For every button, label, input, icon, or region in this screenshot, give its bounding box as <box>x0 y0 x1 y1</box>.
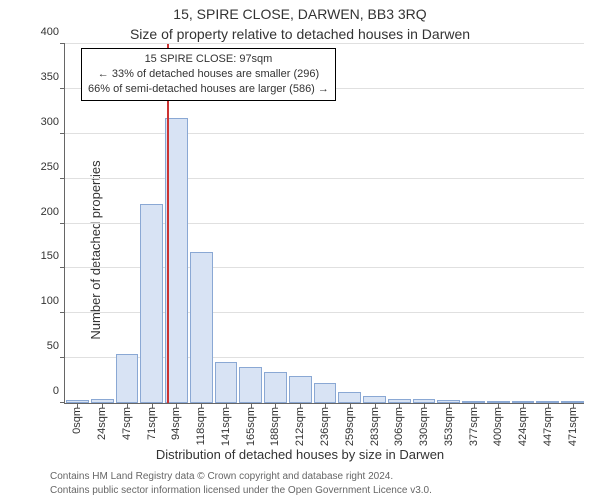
ytick-label: 250 <box>41 161 59 173</box>
page-title-line1: 15, SPIRE CLOSE, DARWEN, BB3 3RQ <box>0 6 600 22</box>
xtick-label: 471sqm <box>567 407 579 446</box>
ytick-mark <box>60 267 65 268</box>
xtick-label: 447sqm <box>542 407 554 446</box>
xtick-label: 71sqm <box>146 407 158 440</box>
xtick-label: 377sqm <box>468 407 480 446</box>
histogram-bar <box>289 376 312 403</box>
footer-line2: Contains public sector information licen… <box>50 485 432 496</box>
xtick-label: 424sqm <box>517 407 529 446</box>
xtick-label: 0sqm <box>71 407 83 434</box>
xtick-label: 188sqm <box>269 407 281 446</box>
histogram-bar <box>239 367 262 403</box>
annotation-box: 15 SPIRE CLOSE: 97sqm ← 33% of detached … <box>81 48 336 101</box>
histogram-bar <box>116 354 139 403</box>
xtick-label: 118sqm <box>195 407 207 445</box>
annotation-line1: 15 SPIRE CLOSE: 97sqm <box>88 52 329 67</box>
xtick-label: 212sqm <box>294 407 306 446</box>
page-title-line2: Size of property relative to detached ho… <box>0 26 600 42</box>
ytick-label: 400 <box>41 26 59 38</box>
footer-line1: Contains HM Land Registry data © Crown c… <box>50 471 393 482</box>
histogram-bar <box>264 372 287 403</box>
ytick-mark <box>60 312 65 313</box>
grid-line <box>65 178 584 179</box>
ytick-mark <box>60 223 65 224</box>
xtick-label: 259sqm <box>344 407 356 446</box>
ytick-label: 350 <box>41 71 59 83</box>
xtick-label: 236sqm <box>319 407 331 446</box>
histogram-bar <box>314 383 337 403</box>
ytick-label: 150 <box>41 250 59 262</box>
ytick-mark <box>60 43 65 44</box>
ytick-mark <box>60 88 65 89</box>
grid-line <box>65 43 584 44</box>
xtick-label: 330sqm <box>418 407 430 446</box>
xtick-label: 24sqm <box>96 407 108 440</box>
xtick-label: 94sqm <box>170 407 182 440</box>
ytick-mark <box>60 178 65 179</box>
xtick-label: 141sqm <box>220 407 232 446</box>
ytick-label: 300 <box>41 116 59 128</box>
xtick-label: 306sqm <box>393 407 405 446</box>
xtick-label: 353sqm <box>443 407 455 446</box>
grid-line <box>65 133 584 134</box>
chart-container: 15, SPIRE CLOSE, DARWEN, BB3 3RQ Size of… <box>0 0 600 500</box>
x-axis-label: Distribution of detached houses by size … <box>0 447 600 462</box>
xtick-label: 283sqm <box>369 407 381 446</box>
histogram-bar <box>338 392 361 403</box>
histogram-bar <box>215 362 238 403</box>
ytick-label: 100 <box>41 295 59 307</box>
xtick-label: 165sqm <box>245 407 257 446</box>
histogram-bar <box>190 252 213 403</box>
ytick-mark <box>60 357 65 358</box>
ytick-mark <box>60 402 65 403</box>
histogram-bar <box>140 204 163 403</box>
annotation-line2: ← 33% of detached houses are smaller (29… <box>88 67 329 82</box>
ytick-label: 50 <box>47 340 59 352</box>
histogram-bar <box>363 396 386 403</box>
ytick-mark <box>60 133 65 134</box>
xtick-label: 47sqm <box>121 407 133 440</box>
ytick-label: 0 <box>53 385 59 397</box>
ytick-label: 200 <box>41 206 59 218</box>
xtick-label: 400sqm <box>492 407 504 446</box>
plot-area: 15 SPIRE CLOSE: 97sqm ← 33% of detached … <box>64 44 584 404</box>
annotation-line3: 66% of semi-detached houses are larger (… <box>88 82 329 97</box>
